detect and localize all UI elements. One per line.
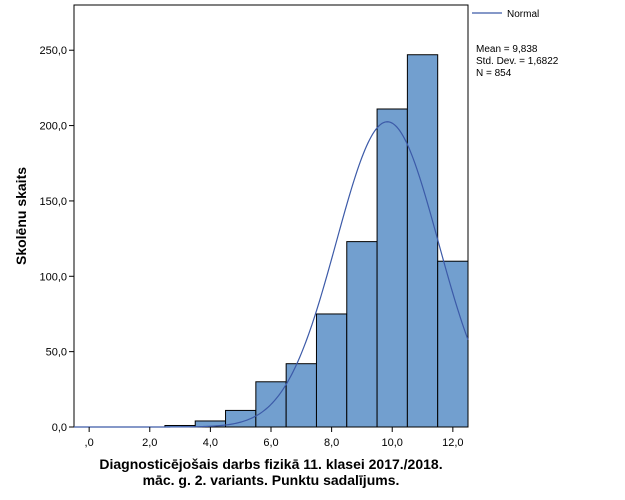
histogram-bar bbox=[285, 363, 317, 428]
y-tick-label: 100,0 bbox=[39, 271, 67, 283]
stats-mean: Mean = 9,838 bbox=[476, 44, 538, 55]
stats-box: Mean = 9,838 Std. Dev. = 1,6822 N = 854 bbox=[476, 44, 559, 79]
x-tick-label: ,0 bbox=[85, 437, 94, 449]
x-axis: ,0 2,0 4,0 6,0 8,0 10,0 12,0 bbox=[85, 427, 464, 449]
histogram-bar bbox=[346, 241, 378, 428]
histogram-bar bbox=[437, 260, 469, 428]
y-axis: 0,0 50,0 100,0 150,0 200,0 250,0 bbox=[39, 45, 74, 434]
legend: Normal bbox=[472, 9, 539, 20]
y-tick-label: 0,0 bbox=[52, 422, 67, 434]
legend-label: Normal bbox=[507, 9, 539, 20]
x-tick-label: 2,0 bbox=[142, 437, 157, 449]
normal-curve bbox=[74, 121, 469, 428]
x-tick-label: 4,0 bbox=[203, 437, 218, 449]
x-tick-label: 8,0 bbox=[324, 437, 339, 449]
y-tick-label: 250,0 bbox=[39, 45, 67, 57]
histogram-bar bbox=[376, 108, 408, 428]
y-axis-title: Skolēnu skaits bbox=[13, 167, 29, 265]
x-tick-label: 6,0 bbox=[263, 437, 278, 449]
y-tick-label: 50,0 bbox=[46, 347, 67, 359]
x-axis-title-line-1: Diagnosticējošais darbs fizikā 11. klase… bbox=[99, 456, 442, 472]
histogram-bar bbox=[406, 54, 439, 428]
stats-n: N = 854 bbox=[476, 68, 512, 79]
bars-group bbox=[164, 54, 469, 428]
stats-std-dev: Std. Dev. = 1,6822 bbox=[476, 56, 559, 67]
x-tick-label: 12,0 bbox=[442, 437, 463, 449]
y-tick-label: 200,0 bbox=[39, 121, 67, 133]
histogram-bar bbox=[315, 313, 348, 428]
y-tick-label: 150,0 bbox=[39, 196, 67, 208]
x-tick-label: 10,0 bbox=[382, 437, 403, 449]
x-axis-title-line-2: māc. g. 2. variants. Punktu sadalījums. bbox=[143, 472, 400, 488]
